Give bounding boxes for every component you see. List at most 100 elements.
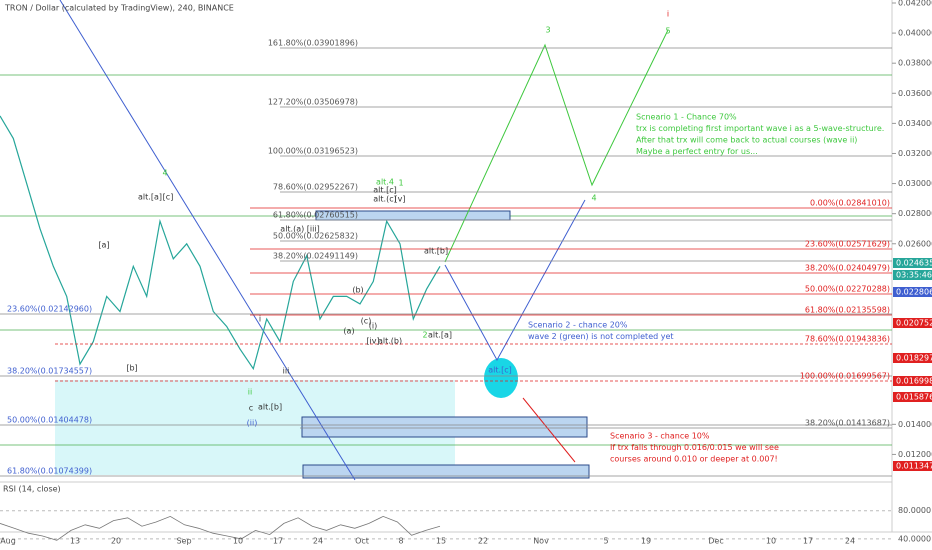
wave-label: alt.[b] <box>258 403 282 412</box>
price-box-label: 0.01699807 <box>896 377 932 386</box>
wave-label: (ii) <box>247 419 258 428</box>
wave-label: iii <box>283 367 290 376</box>
wave-label: c <box>249 404 253 413</box>
date-label: Nov <box>533 537 549 546</box>
trend-line <box>59 0 356 481</box>
wave-label: alt.(a) [iii] <box>280 225 319 234</box>
wave-label: alt.4 <box>376 178 394 187</box>
date-label: 5 <box>603 537 608 546</box>
header-title: TRON / Dollar (calculated by TradingView… <box>4 4 234 13</box>
fib-label: 78.60%(0.02952267) <box>273 183 358 192</box>
price-tick-label: 0.01200000 <box>898 450 932 459</box>
price-box-label: 0.01587681 <box>896 393 932 402</box>
rsi-title: RSI (14, close) <box>3 485 61 494</box>
price-tick-label: 0.02600000 <box>898 239 932 248</box>
scenario-1-arrow <box>444 29 669 263</box>
scenario-text: After that trx will come back to actual … <box>636 136 857 145</box>
fib-label: 23.60%(0.02142960) <box>7 305 92 314</box>
wave-label: 3 <box>545 26 550 35</box>
price-box <box>893 392 932 402</box>
date-label: Aug <box>0 537 16 546</box>
scenario-text: If trx falls through 0.016/0.015 we will… <box>610 443 779 452</box>
date-label: 24 <box>313 537 323 546</box>
box <box>301 416 588 438</box>
fib-label: 38.20%(0.01734557) <box>7 367 92 376</box>
date-label: 17 <box>803 537 813 546</box>
price-box <box>893 318 932 328</box>
rsi-tick-label: 40.0000 <box>898 534 931 543</box>
fib-label: 61.80%(0.01074399) <box>7 467 92 476</box>
price-box <box>893 258 932 268</box>
price-line <box>0 115 441 371</box>
fib-label: 61.80%(0.02135598) <box>805 306 890 315</box>
date-label: 13 <box>70 537 80 546</box>
price-box <box>893 287 932 297</box>
wave-label: 1 <box>398 179 403 188</box>
wave-label: 5 <box>665 27 670 36</box>
wave-label: i <box>667 10 669 19</box>
price-box-label: 0.02280600 <box>896 288 932 297</box>
wave-label: alt.[a] <box>138 193 162 202</box>
wave-label: 4 <box>591 194 596 203</box>
fib-label: 161.80%(0.03901896) <box>268 39 358 48</box>
price-box-label: 0.01134779 <box>896 462 932 471</box>
price-tick-label: 0.01400000 <box>898 420 932 429</box>
price-tick-label: 0.04200000 <box>898 0 932 8</box>
date-label: 10 <box>766 537 776 546</box>
price-box-label: 0.02463529 <box>896 259 932 268</box>
price-tick-label: 0.03000000 <box>898 179 932 188</box>
fib-label: 23.60%(0.02571629) <box>805 240 890 249</box>
fib-label: 61.80%(0.02760515) <box>273 211 358 220</box>
wave-label: alt.[c] <box>373 186 396 195</box>
date-label: 10 <box>233 537 243 546</box>
date-label: 20 <box>111 537 121 546</box>
price-tick-label: 0.04000000 <box>898 29 932 38</box>
target-zone <box>484 358 518 398</box>
rsi-line <box>0 515 441 541</box>
wave-label: alt.(c) <box>373 195 396 204</box>
wave-label: [iv] <box>366 337 379 346</box>
wave-label: alt.[a] <box>428 331 452 340</box>
fib-label: 50.00%(0.02625832) <box>273 232 358 241</box>
date-label: 8 <box>398 537 403 546</box>
wave-label: alt.(b) <box>378 337 402 346</box>
wave-label: (a) <box>343 327 354 336</box>
price-tick-label: 0.03400000 <box>898 119 932 128</box>
scenario-text: courses around 0.010 or deeper at 0.007! <box>610 455 778 464</box>
date-label: 22 <box>478 537 488 546</box>
price-box-label: 03:35:46 <box>896 271 932 280</box>
scenario-text: Maybe a perfect entry for us... <box>636 147 758 156</box>
wave-label: (i) <box>369 322 377 331</box>
wave-label: (b) <box>352 286 363 295</box>
price-box <box>893 376 932 386</box>
date-label: 19 <box>641 537 651 546</box>
wave-label: [a] <box>98 241 109 250</box>
scenario-text: Scneario 1 - Chance 70% <box>636 113 737 122</box>
price-box-label: 0.01829700 <box>896 354 932 363</box>
fib-label: 38.20%(0.02404979) <box>805 264 890 273</box>
wave-label: i <box>259 315 261 324</box>
fib-label: 38.20%(0.02491149) <box>273 252 358 261</box>
price-tick-label: 0.03600000 <box>898 89 932 98</box>
wave-label: 2 <box>422 331 427 340</box>
wave-label: [b] <box>126 364 137 373</box>
price-tick-label: 0.03200000 <box>898 149 932 158</box>
price-tick-label: 0.03800000 <box>898 59 932 68</box>
wave-label: (c) <box>361 317 372 326</box>
scenario-2-arrow <box>444 199 586 362</box>
fib-label: 100.00%(0.01699567) <box>800 372 890 381</box>
price-box <box>893 461 932 471</box>
fib-label: 100.00%(0.03196523) <box>268 147 358 156</box>
wave-label: [v] <box>395 195 406 204</box>
date-label: 24 <box>845 537 855 546</box>
scenario-text: trx is completing first important wave i… <box>636 124 884 133</box>
fib-label: 50.00%(0.02270288) <box>805 285 890 294</box>
date-label: Oct <box>355 537 369 546</box>
fib-label: 0.00%(0.02841010) <box>810 199 890 208</box>
scenario-text: Scenario 2 - chance 20% <box>528 321 628 330</box>
price-box <box>893 270 932 280</box>
price-box-label: 0.02075204 <box>896 319 932 328</box>
green-lines <box>0 74 892 446</box>
price-box <box>893 353 932 363</box>
